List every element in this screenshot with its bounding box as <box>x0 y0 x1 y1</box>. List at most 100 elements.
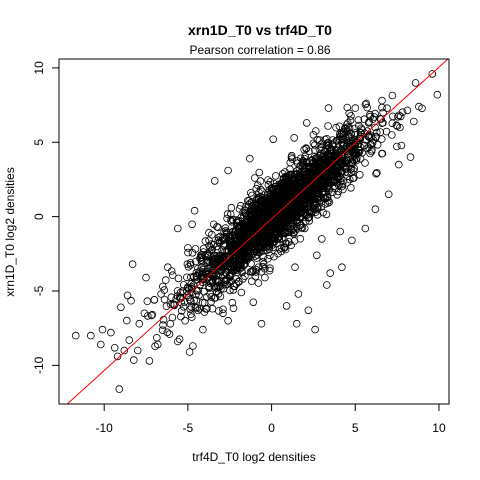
data-point <box>323 152 332 160</box>
data-point <box>278 179 286 188</box>
data-point <box>167 267 176 275</box>
data-point <box>274 249 282 258</box>
data-point <box>335 122 344 131</box>
data-point <box>168 271 177 280</box>
data-point <box>245 197 253 205</box>
data-point <box>113 352 122 361</box>
data-point <box>249 213 258 222</box>
data-point <box>339 159 348 168</box>
data-point <box>194 286 203 295</box>
data-point <box>222 268 231 277</box>
data-point <box>179 302 188 311</box>
data-point <box>198 278 207 287</box>
data-point <box>174 274 183 283</box>
data-point <box>366 149 374 158</box>
data-point <box>230 282 239 291</box>
data-point <box>199 275 208 284</box>
data-point <box>327 145 335 154</box>
data-point <box>261 273 269 282</box>
data-point <box>415 102 423 111</box>
data-point <box>197 263 206 272</box>
data-point <box>153 333 161 342</box>
data-point <box>143 297 152 306</box>
data-point <box>368 139 377 147</box>
data-point <box>174 224 182 233</box>
data-point <box>296 203 305 211</box>
data-point <box>295 182 303 190</box>
data-point <box>310 197 319 206</box>
data-point <box>203 293 211 301</box>
data-point <box>326 269 335 277</box>
data-point <box>373 141 382 149</box>
data-point <box>87 331 95 340</box>
data-point <box>394 160 403 169</box>
data-point <box>183 291 192 300</box>
data-point <box>257 319 266 328</box>
data-point <box>347 168 356 177</box>
data-point <box>388 112 397 121</box>
data-point <box>177 298 186 307</box>
data-point <box>336 169 345 178</box>
data-point <box>388 91 397 100</box>
data-point <box>325 170 334 179</box>
data-point <box>173 287 182 295</box>
data-point <box>223 210 232 218</box>
data-point <box>309 131 318 139</box>
data-point <box>331 177 339 186</box>
data-point <box>302 119 311 127</box>
data-point <box>201 237 210 245</box>
data-point <box>208 230 216 239</box>
data-point <box>304 174 312 183</box>
data-point <box>123 291 132 300</box>
data-point <box>271 172 280 180</box>
data-point <box>319 169 328 177</box>
data-point <box>298 224 307 232</box>
data-point <box>254 279 263 287</box>
data-point <box>277 182 286 191</box>
data-point <box>179 287 187 295</box>
data-point <box>271 202 280 211</box>
data-point <box>285 238 293 246</box>
data-point <box>227 203 236 212</box>
data-point <box>310 201 319 210</box>
data-point <box>271 218 279 227</box>
data-point <box>297 189 306 198</box>
data-point <box>210 177 219 185</box>
data-point <box>224 166 232 175</box>
data-point <box>232 266 241 275</box>
data-point <box>349 174 357 183</box>
data-point <box>242 247 250 256</box>
data-point <box>256 177 265 185</box>
data-point <box>235 277 243 286</box>
data-point <box>345 109 354 118</box>
data-point <box>300 154 309 163</box>
data-point <box>247 204 256 213</box>
data-point <box>277 228 286 236</box>
data-point <box>323 199 332 207</box>
x-tick-label: -5 <box>183 421 194 435</box>
data-point <box>304 203 313 212</box>
data-point <box>208 266 217 275</box>
x-tick-label: -10 <box>96 421 114 435</box>
regression-line <box>66 59 449 404</box>
data-point <box>335 152 344 160</box>
x-tick-label: 10 <box>432 421 446 435</box>
data-point <box>319 184 328 192</box>
data-point <box>311 325 319 334</box>
data-point <box>263 211 271 219</box>
data-point <box>187 288 196 297</box>
data-point <box>166 300 175 309</box>
data-point <box>372 169 380 178</box>
data-point <box>184 244 192 252</box>
data-point <box>209 272 217 280</box>
data-point <box>230 262 239 271</box>
data-point <box>364 143 373 152</box>
data-point <box>219 309 227 318</box>
data-point <box>222 232 231 241</box>
data-point <box>192 273 201 281</box>
data-point <box>330 165 339 174</box>
data-point <box>319 208 327 217</box>
data-point <box>300 206 309 214</box>
data-point <box>318 187 327 196</box>
y-tick-label: 0 <box>32 213 46 220</box>
